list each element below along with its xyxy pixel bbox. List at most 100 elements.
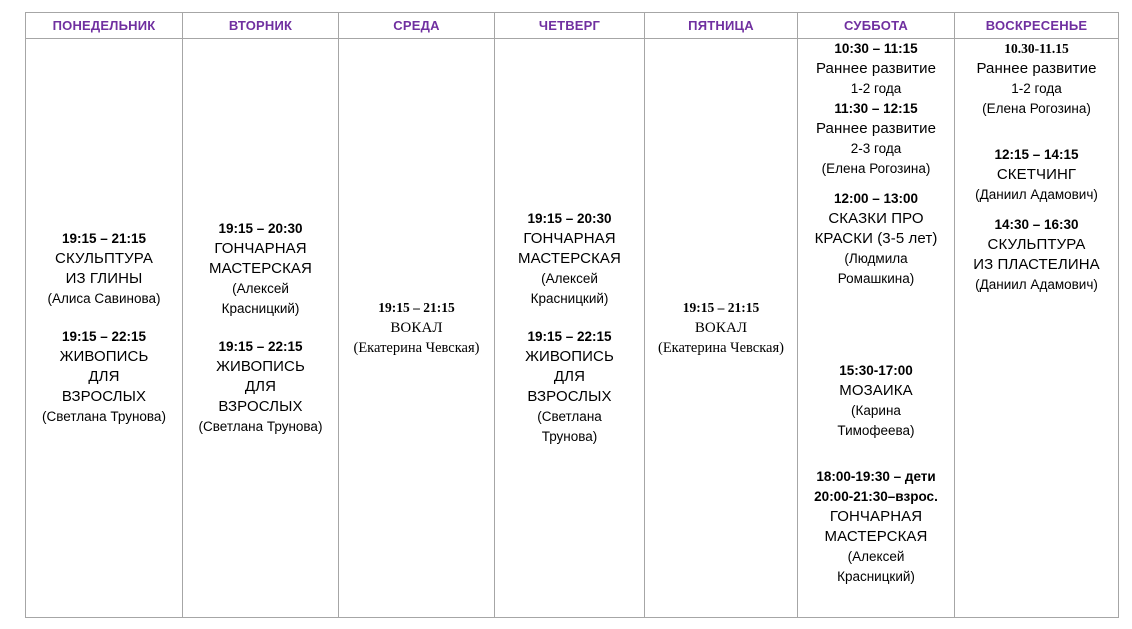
column-header-thursday: ЧЕТВЕРГ [494,12,645,39]
class-teacher: (Елена Рогозина) [821,161,931,176]
class-title: ВЗРОСЛЫХ [61,388,147,405]
day-cell-sunday: 10.30-11.15 Раннее развитие 1-2 года (Ел… [954,38,1119,618]
class-teacher: (Людмила [844,251,908,266]
class-entry[interactable]: 19:15 – 21:15 СКУЛЬПТУРА ИЗ ГЛИНЫ (Алиса… [26,229,182,309]
class-age-group: 1-2 года [1011,81,1062,96]
class-entry[interactable]: 19:15 – 22:15 ЖИВОПИСЬ ДЛЯ ВЗРОСЛЫХ (Све… [495,327,644,447]
class-time: 12:15 – 14:15 [994,147,1079,162]
class-teacher: Тимофеева) [837,423,915,438]
class-teacher: (Алексей [232,281,289,296]
column-header-friday: ПЯТНИЦА [644,12,798,39]
class-teacher: (Светлана Трунова) [42,409,166,424]
spacer [955,119,1118,145]
class-title: Раннее развитие [976,60,1097,77]
class-entry[interactable]: 12:15 – 14:15 СКЕТЧИНГ (Даниил Адамович) [955,145,1118,205]
schedule-header-row: ПОНЕДЕЛЬНИК ВТОРНИК СРЕДА ЧЕТВЕРГ ПЯТНИЦ… [25,12,1119,39]
day-cell-saturday: 10:30 – 11:15 Раннее развитие 1-2 года 1… [797,38,955,618]
day-cell-monday: 19:15 – 21:15 СКУЛЬПТУРА ИЗ ГЛИНЫ (Алиса… [25,38,183,618]
class-time: 12:00 – 13:00 [833,191,919,206]
class-teacher: Красницкий) [530,291,609,306]
class-title: ГОНЧАРНАЯ [829,508,923,525]
class-title: ЖИВОПИСЬ [59,348,149,365]
class-time: 10.30-11.15 [1004,41,1069,56]
class-time: 19:15 – 21:15 [682,300,760,315]
class-teacher: (Екатерина Чевская) [658,340,784,356]
class-title: ВЗРОСЛЫХ [527,388,612,405]
class-teacher: (Екатерина Чевская) [353,340,480,356]
class-teacher: Красницкий) [837,569,915,584]
class-entry[interactable]: 14:30 – 16:30 СКУЛЬПТУРА ИЗ ПЛАСТЕЛИНА (… [955,215,1118,295]
class-entry[interactable]: 10:30 – 11:15 Раннее развитие 1-2 года 1… [798,39,954,179]
column-header-wednesday: СРЕДА [338,12,495,39]
class-teacher: Ромашкина) [837,271,915,286]
class-time: 10:30 – 11:15 [834,41,918,56]
class-time: 20:00-21:30–взрос. [814,489,938,504]
class-entry[interactable]: 19:15 – 20:30 ГОНЧАРНАЯ МАСТЕРСКАЯ (Алек… [183,219,338,319]
class-title: ГОНЧАРНАЯ [523,230,616,247]
class-entry[interactable]: 10.30-11.15 Раннее развитие 1-2 года (Ел… [955,39,1118,119]
class-title: ВОКАЛ [390,320,443,336]
class-teacher: (Светлана [537,409,602,424]
class-title: ДЛЯ [244,378,277,395]
class-entry[interactable]: 19:15 – 22:15 ЖИВОПИСЬ ДЛЯ ВЗРОСЛЫХ (Све… [26,327,182,427]
class-teacher: (Алексей [847,549,905,564]
schedule-table: ПОНЕДЕЛЬНИК ВТОРНИК СРЕДА ЧЕТВЕРГ ПЯТНИЦ… [25,12,1119,618]
class-time: 19:15 – 20:30 [218,221,303,236]
weekly-schedule: ПОНЕДЕЛЬНИК ВТОРНИК СРЕДА ЧЕТВЕРГ ПЯТНИЦ… [25,12,1119,618]
class-entry[interactable]: 18:00-19:30 – дети 20:00-21:30–взрос. ГО… [798,467,954,587]
class-title: МАСТЕРСКАЯ [824,528,928,545]
class-time: 18:00-19:30 – дети [816,469,936,484]
class-teacher: (Алиса Савинова) [47,291,161,306]
class-teacher: Красницкий) [221,301,300,316]
class-entry[interactable]: 19:15 – 21:15 ВОКАЛ (Екатерина Чевская) [645,298,797,358]
class-title: ИЗ ПЛАСТЕЛИНА [973,256,1100,273]
class-title: МАСТЕРСКАЯ [518,250,621,267]
class-title: Раннее развитие [815,60,937,77]
class-title: СКУЛЬПТУРА [55,250,153,267]
class-time: 19:15 – 22:15 [527,329,612,344]
class-title: МАСТЕРСКАЯ [209,260,312,277]
spacer [955,205,1118,215]
class-teacher: (Даниил Адамович) [975,187,1098,202]
class-title: ДЛЯ [553,368,586,385]
class-title: МОЗАИКА [839,382,913,399]
class-title: КРАСКИ (3-5 лет) [814,230,938,247]
spacer [798,441,954,467]
class-teacher: (Даниил Адамович) [975,277,1098,292]
class-title: СКЕТЧИНГ [996,166,1077,183]
class-entry[interactable]: 15:30-17:00 МОЗАИКА (Карина Тимофеева) [798,361,954,441]
class-title: ДЛЯ [88,368,120,385]
class-time: 19:15 – 22:15 [218,339,303,354]
day-cell-wednesday: 19:15 – 21:15 ВОКАЛ (Екатерина Чевская) [338,38,495,618]
class-teacher: (Карина [851,403,901,418]
class-time: 19:15 – 21:15 [61,231,147,246]
class-entry[interactable]: 12:00 – 13:00 СКАЗКИ ПРО КРАСКИ (3-5 лет… [798,189,954,289]
class-teacher: Трунова) [541,429,598,444]
column-header-saturday: СУББОТА [797,12,955,39]
spacer [798,289,954,361]
class-teacher: (Светлана Трунова) [198,419,323,434]
class-entry[interactable]: 19:15 – 21:15 ВОКАЛ (Екатерина Чевская) [339,298,494,358]
class-teacher: (Елена Рогозина) [982,101,1091,116]
class-time: 14:30 – 16:30 [994,217,1079,232]
day-cell-tuesday: 19:15 – 20:30 ГОНЧАРНАЯ МАСТЕРСКАЯ (Алек… [182,38,339,618]
class-age-group: 1-2 года [850,81,902,96]
class-title: ЖИВОПИСЬ [525,348,614,365]
class-time: 19:15 – 20:30 [527,211,612,226]
day-cell-friday: 19:15 – 21:15 ВОКАЛ (Екатерина Чевская) [644,38,798,618]
class-time: 19:15 – 22:15 [61,329,147,344]
class-time: 15:30-17:00 [839,363,913,378]
class-time: 19:15 – 21:15 [378,300,455,315]
class-title: ВЗРОСЛЫХ [218,398,303,415]
class-title: СКУЛЬПТУРА [987,236,1086,253]
class-time: 11:30 – 12:15 [834,101,918,116]
class-age-group: 2-3 года [850,141,902,156]
class-entry[interactable]: 19:15 – 22:15 ЖИВОПИСЬ ДЛЯ ВЗРОСЛЫХ (Све… [183,337,338,437]
class-entry[interactable]: 19:15 – 20:30 ГОНЧАРНАЯ МАСТЕРСКАЯ (Алек… [495,209,644,309]
class-title: Раннее развитие [815,120,937,137]
class-title: ГОНЧАРНАЯ [214,240,307,257]
column-header-sunday: ВОСКРЕСЕНЬЕ [954,12,1119,39]
class-title: ЖИВОПИСЬ [216,358,305,375]
spacer [798,179,954,189]
class-teacher: (Алексей [541,271,598,286]
